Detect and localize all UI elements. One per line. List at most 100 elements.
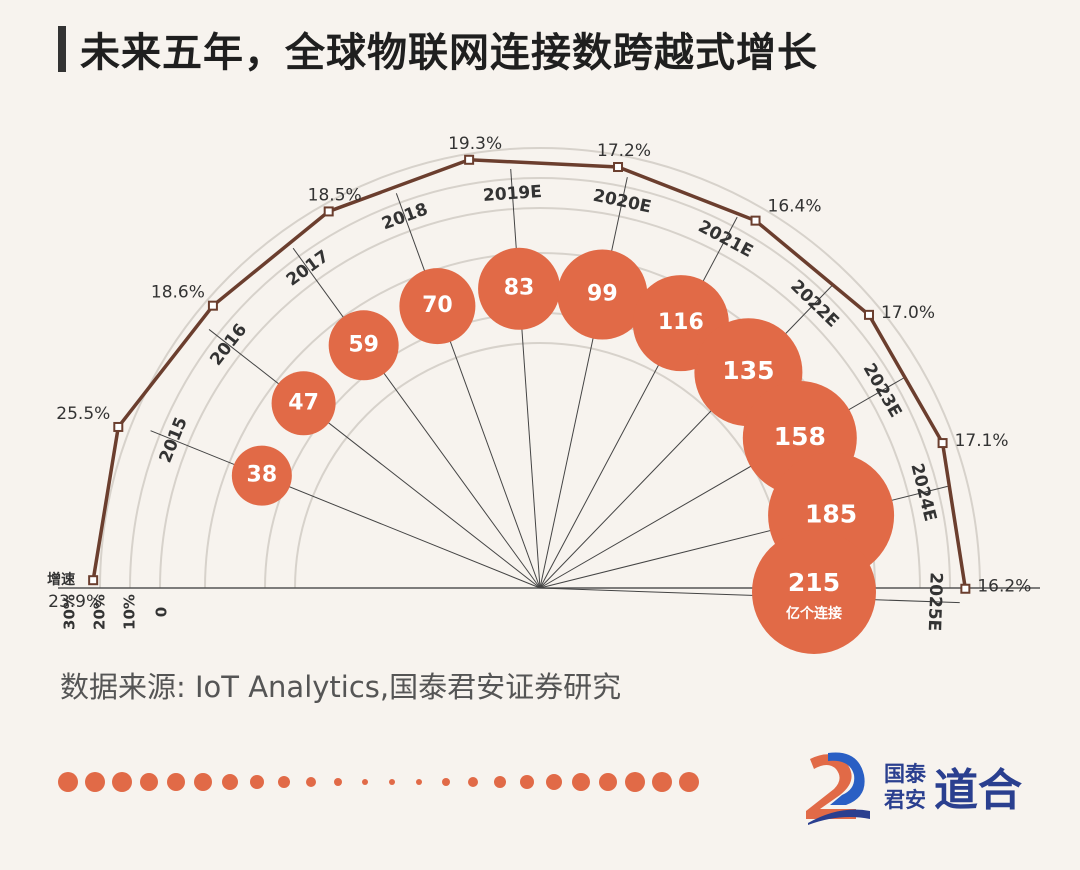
- bubble-value-label: 135: [722, 356, 774, 385]
- bubble-unit-label: 亿个连接: [786, 605, 842, 622]
- bubble-value-label: 215: [788, 568, 840, 597]
- year-label: 2018: [379, 199, 430, 234]
- bubble-value-label: 47: [288, 390, 319, 415]
- decorative-dot: [250, 775, 264, 789]
- decorative-dot: [112, 772, 132, 792]
- decorative-dot: [140, 773, 158, 791]
- growth-label: 17.1%: [955, 431, 1009, 451]
- bubble-value-label: 59: [348, 332, 379, 357]
- growth-label: 18.6%: [151, 283, 205, 303]
- bubble-value-label: 70: [422, 293, 453, 318]
- decorative-dot: [334, 778, 342, 786]
- year-label: 2019E: [482, 182, 542, 206]
- growth-axis-tick: 10%: [121, 594, 139, 630]
- year-label: 2016: [206, 320, 251, 370]
- decorative-dot: [222, 774, 238, 790]
- decorative-dot: [85, 772, 105, 792]
- growth-marker: [960, 583, 971, 594]
- bubble: [271, 371, 336, 436]
- decorative-dot: [278, 776, 290, 788]
- spoke-line: [292, 247, 541, 589]
- growth-polyline: [91, 158, 968, 590]
- year-label: 2024E: [906, 461, 940, 523]
- growth-marker: [113, 421, 124, 432]
- growth-label: 16.4%: [768, 197, 822, 217]
- year-label: 2015: [156, 414, 192, 465]
- bubbles: 38 47 59 70 83 99 116 135 158 185 215 亿个连接: [231, 247, 895, 654]
- source-note: 数据来源: IoT Analytics,国泰君安证券研究: [60, 670, 622, 704]
- growth-label: 17.2%: [597, 141, 651, 161]
- growth-series-label: 增速: [47, 571, 75, 588]
- bubble-value-label: 185: [805, 499, 857, 528]
- growth-label: 25.5%: [56, 404, 110, 424]
- year-label: 2017: [283, 246, 333, 290]
- growth-axis-tick: 0: [153, 607, 171, 617]
- decorative-dot: [599, 773, 617, 791]
- spoke-line: [539, 177, 628, 589]
- bubble-value-label: 38: [247, 463, 278, 488]
- decorative-dot: [679, 772, 699, 792]
- decorative-dot: [572, 773, 590, 791]
- growth-label: 23.9%: [48, 592, 102, 612]
- growth-label: 17.0%: [881, 303, 935, 323]
- growth-axis: 30% 20% 10% 0: [61, 594, 171, 630]
- decorative-dot: [389, 779, 395, 785]
- bubble: [399, 268, 476, 345]
- decorative-dot: [416, 779, 422, 785]
- growth-marker: [323, 206, 334, 217]
- decorative-dot: [58, 772, 78, 792]
- growth-marker: [88, 575, 99, 586]
- growth-marker: [464, 154, 475, 165]
- year-label: 2025E: [924, 572, 946, 632]
- decorative-dots: [58, 772, 699, 792]
- growth-marker: [613, 162, 624, 173]
- spoke-line: [539, 587, 960, 604]
- growth-marker: [750, 215, 761, 226]
- logo-mark-icon: [806, 752, 870, 825]
- decorative-dot: [362, 779, 368, 785]
- grid-arc: [159, 207, 921, 589]
- growth-axis-tick: 30%: [61, 594, 79, 630]
- decorative-dot: [194, 773, 212, 791]
- decorative-dot: [520, 775, 534, 789]
- decorative-dot: [625, 772, 645, 792]
- growth-label: 19.3%: [448, 134, 502, 154]
- bubble: [752, 530, 876, 654]
- growth-label: 16.2%: [977, 577, 1031, 597]
- growth-line: 23.9% 25.5% 18.6% 18.5% 19.3% 17.2% 16.4% 17.0%…: [47, 134, 1031, 612]
- grid-arc: [99, 147, 981, 589]
- decorative-dot: [494, 776, 506, 788]
- bubble-value-label: 83: [504, 276, 535, 301]
- growth-marker: [207, 300, 218, 311]
- growth-marker: [937, 438, 948, 449]
- logo-brand: 道合: [934, 765, 1022, 816]
- bubble-value-label: 116: [658, 310, 704, 335]
- decorative-dot: [306, 777, 316, 787]
- bubble-value-label: 158: [774, 422, 826, 451]
- spoke-line: [510, 168, 541, 589]
- logo-line2: 君安: [884, 788, 926, 812]
- growth-marker: [863, 309, 874, 320]
- decorative-dot: [546, 774, 562, 790]
- bubble: [328, 310, 399, 381]
- bubble: [231, 445, 292, 506]
- decorative-dot: [652, 772, 672, 792]
- decorative-dot: [468, 777, 478, 787]
- spoke-line: [208, 329, 541, 589]
- chart-title: 未来五年，全球物联网连接数跨越式增长: [80, 30, 818, 76]
- decorative-dot: [442, 778, 450, 786]
- bubble-value-label: 99: [587, 282, 618, 307]
- title-block: 未来五年，全球物联网连接数跨越式增长: [58, 22, 818, 76]
- decorative-dot: [167, 773, 185, 791]
- growth-axis-tick: 20%: [91, 594, 109, 630]
- logo-line1: 国泰: [884, 762, 927, 786]
- bubble: [557, 249, 648, 340]
- spoke-line: [395, 193, 541, 589]
- spoke-line: [539, 216, 738, 589]
- spoke-line: [150, 430, 541, 589]
- brand-logo: 国泰 君安 道合: [806, 752, 1022, 825]
- bubble: [478, 247, 561, 330]
- growth-label: 18.5%: [308, 185, 362, 205]
- grid-arc: [129, 177, 951, 589]
